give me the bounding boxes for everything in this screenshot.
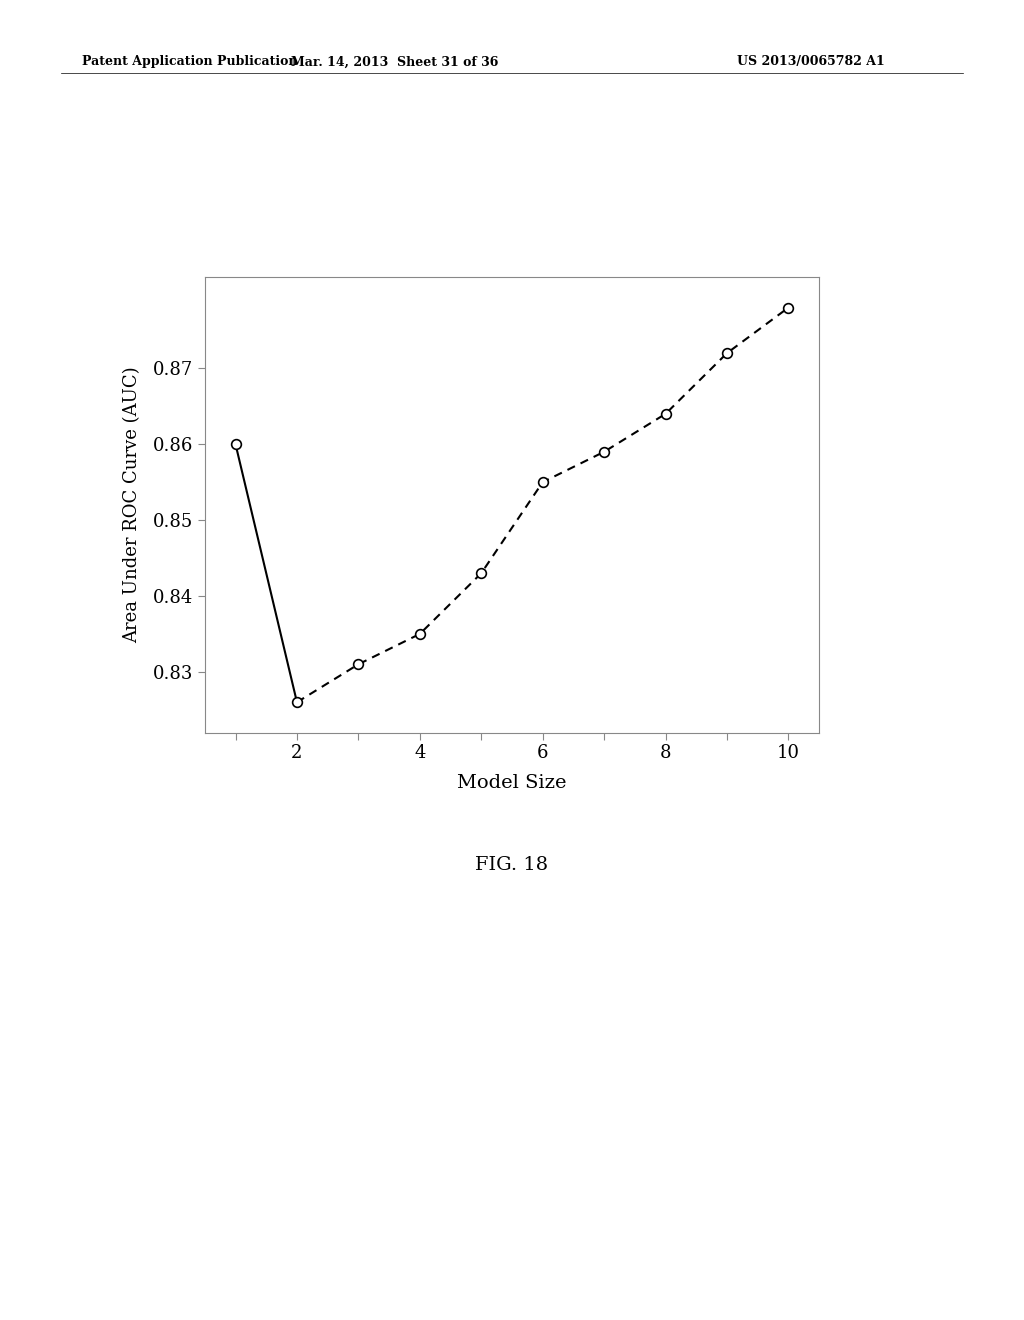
X-axis label: Model Size: Model Size [458,774,566,792]
Text: US 2013/0065782 A1: US 2013/0065782 A1 [737,55,885,69]
Y-axis label: Area Under ROC Curve (AUC): Area Under ROC Curve (AUC) [124,367,141,643]
Text: Mar. 14, 2013  Sheet 31 of 36: Mar. 14, 2013 Sheet 31 of 36 [291,55,498,69]
Text: FIG. 18: FIG. 18 [475,855,549,874]
Text: Patent Application Publication: Patent Application Publication [82,55,297,69]
